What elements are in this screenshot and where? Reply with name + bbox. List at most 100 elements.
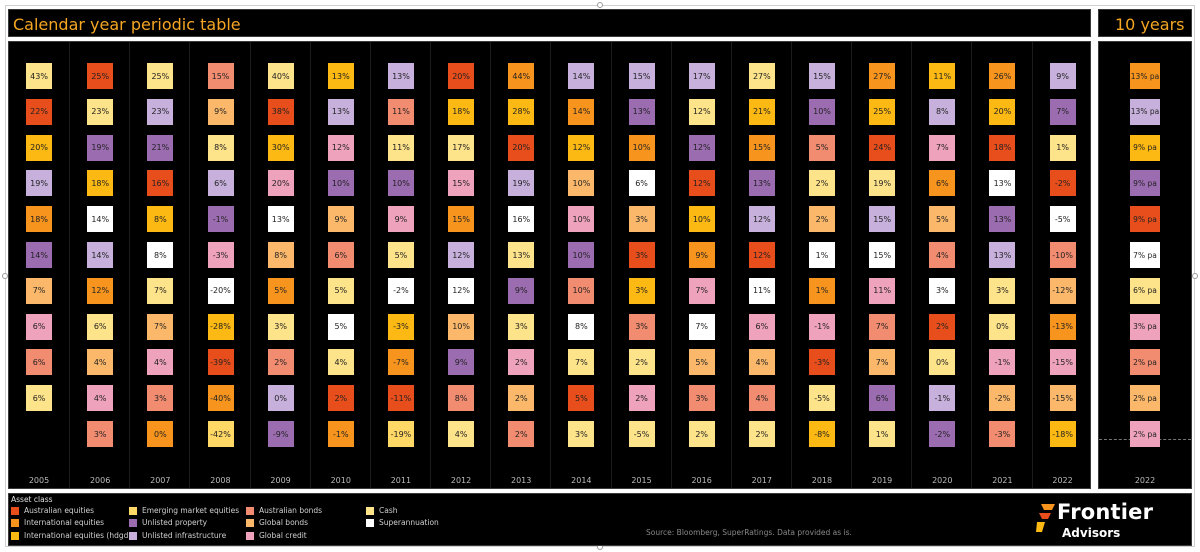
return-cell: 4% — [147, 349, 174, 376]
year-label: 2015 — [631, 476, 652, 485]
legend-label: Unlisted infrastructure — [142, 531, 227, 540]
year-label: 2012 — [450, 476, 472, 485]
return-cell: 9% — [688, 242, 715, 268]
return-cell: 14% — [568, 98, 595, 125]
return-cell: 2% — [809, 170, 835, 197]
legend-label: Global credit — [259, 531, 307, 540]
return-cell: 2% — [628, 385, 655, 412]
legend-label: Global bonds — [259, 518, 309, 527]
return-cell: 2% — [327, 385, 354, 412]
resize-handle-right[interactable] — [1192, 273, 1198, 279]
year-column-2006: 25% 23% 19% 18% 14% 14% 12% 6% 4% 4% 3% 2006 — [69, 42, 130, 488]
legend-swatch — [246, 518, 254, 527]
return-cell: 12% — [448, 277, 475, 304]
return-cell: 6% — [26, 349, 53, 376]
return-cell: 38% — [267, 98, 294, 125]
return-cell: 19% — [869, 170, 896, 197]
return-cell: 2% — [809, 206, 835, 233]
return-cell: 27% — [748, 63, 775, 89]
return-cell: 11% — [387, 98, 414, 125]
return-cell: 20% — [26, 134, 53, 161]
return-cell: 15% — [207, 63, 234, 89]
year-column-2020: 11% 8% 7% 6% 5% 4% 3% 2% 0% -1% -2% 2020 — [911, 42, 972, 488]
ten-year-cell: 13% pa — [1130, 63, 1160, 89]
return-cell: 8% — [448, 385, 475, 412]
legend-label: International equities (hdgd) — [24, 531, 132, 540]
ten-year-cell: 13% pa — [1130, 98, 1160, 125]
return-cell: 6% — [207, 170, 234, 197]
return-cell: 10% — [628, 134, 655, 161]
return-cell: 8% — [147, 242, 174, 268]
return-cell: 4% — [929, 242, 956, 268]
return-cell: 18% — [26, 206, 53, 233]
ten-year-label: 2022 — [1134, 476, 1156, 485]
resize-handle-left[interactable] — [2, 273, 8, 279]
return-cell: 7% — [568, 349, 595, 376]
year-column-2019: 27% 25% 24% 19% 15% 15% 11% 7% 7% 6% 1% 2019 — [851, 42, 912, 488]
return-cell: 4% — [448, 421, 475, 447]
return-cell: -19% — [387, 421, 414, 447]
return-cell: 7% — [26, 277, 53, 304]
return-cell: 13% — [508, 242, 535, 268]
legend-swatch — [366, 506, 374, 515]
year-label: 2019 — [871, 476, 893, 485]
year-label: 2009 — [270, 476, 291, 485]
return-cell: 16% — [508, 206, 535, 233]
return-cell: -3% — [387, 313, 414, 340]
return-cell: 21% — [748, 98, 775, 125]
legend-item-unl-prop: Unlisted property — [129, 517, 207, 528]
year-column-2009: 40% 38% 30% 20% 13% 8% 5% 3% 2% 0% -9% 2009 — [249, 42, 311, 488]
return-cell: 13% — [327, 98, 354, 125]
return-cell: 6% — [26, 313, 53, 340]
return-cell: 30% — [267, 134, 294, 161]
ten-year-cell: 2% pa — [1130, 385, 1160, 412]
return-cell: 24% — [869, 134, 896, 161]
return-cell: 3% — [568, 421, 595, 447]
return-cell: 3% — [628, 313, 655, 340]
return-cell: -12% — [1049, 277, 1076, 304]
return-cell: 5% — [267, 277, 294, 304]
return-cell: 4% — [748, 349, 775, 376]
return-cell: 13% — [989, 242, 1016, 268]
return-cell: 13% — [628, 98, 655, 125]
return-cell: 27% — [869, 63, 896, 89]
return-cell: 9% — [207, 98, 234, 125]
legend: Asset class Australian equities Internat… — [8, 493, 1192, 546]
legend-swatch — [366, 518, 374, 527]
year-column-2021: 26% 20% 18% 13% 13% 13% 3% 0% -1% -2% -3% 2021 — [971, 42, 1032, 488]
legend-label: International equities — [24, 518, 105, 527]
legend-label: Australian equities — [24, 506, 95, 515]
legend-swatch — [11, 506, 19, 515]
legend-title: Asset class — [11, 495, 53, 504]
return-cell: 4% — [327, 349, 354, 376]
return-cell: 11% — [387, 134, 414, 161]
return-cell: 14% — [26, 242, 53, 268]
return-cell: 13% — [748, 170, 775, 197]
return-cell: 17% — [688, 63, 715, 89]
return-cell: 4% — [748, 385, 775, 412]
legend-label: Cash — [379, 506, 398, 515]
year-label: 2008 — [210, 476, 231, 485]
resize-handle-top[interactable] — [597, 2, 603, 8]
return-cell: 8% — [207, 134, 234, 161]
return-cell: 1% — [869, 421, 896, 447]
year-column-2015: 15% 13% 10% 6% 3% 3% 3% 3% 2% 2% -5% 2015 — [610, 42, 672, 488]
return-cell: -39% — [207, 349, 234, 376]
return-cell: 18% — [989, 134, 1016, 161]
logo-brand: Frontier — [1057, 500, 1154, 524]
return-cell: 2% — [628, 349, 655, 376]
legend-item-intl-eq: International equities — [11, 517, 104, 528]
return-cell: -15% — [1049, 349, 1076, 376]
return-cell: 20% — [448, 63, 475, 89]
return-cell: -2% — [929, 421, 956, 447]
return-cell: 5% — [568, 385, 595, 412]
return-cell: 17% — [448, 134, 475, 161]
return-cell: 1% — [809, 242, 835, 268]
year-label: 2013 — [511, 476, 532, 485]
return-cell: 11% — [748, 277, 775, 304]
return-cell: 11% — [869, 277, 896, 304]
return-cell: 10% — [568, 206, 595, 233]
return-cell: 10% — [809, 98, 835, 125]
return-cell: -2% — [387, 277, 414, 304]
return-cell: -7% — [387, 349, 414, 376]
